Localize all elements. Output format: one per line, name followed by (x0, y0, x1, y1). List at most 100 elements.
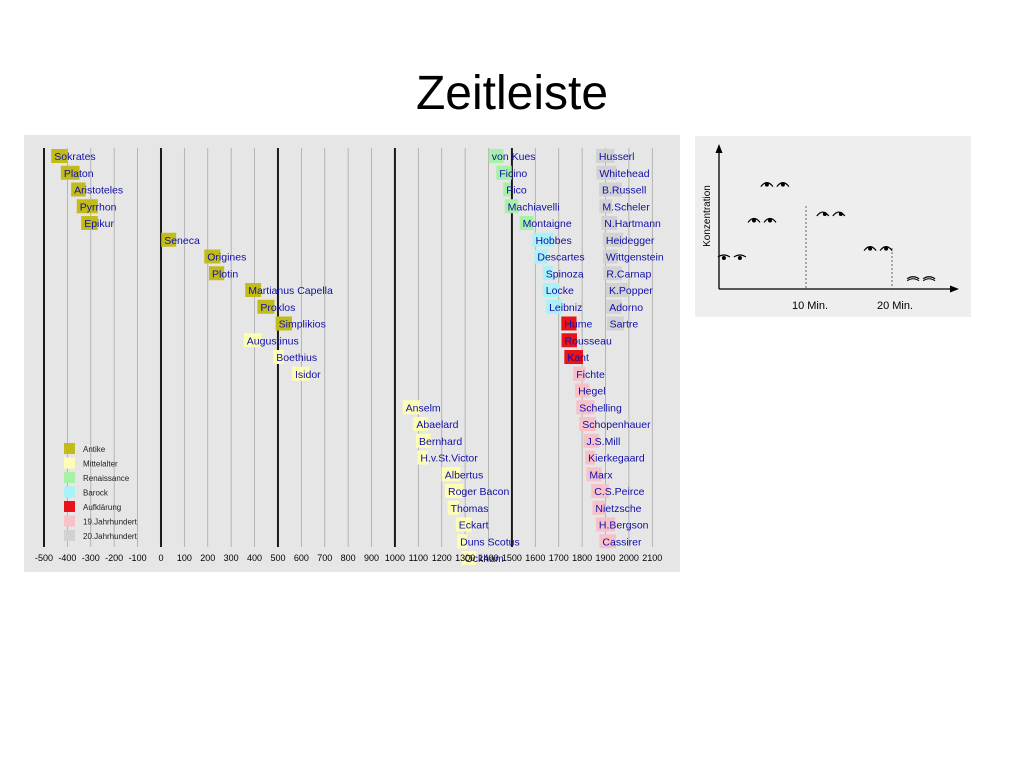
legend-swatch-jh20 (64, 530, 75, 541)
bar-origines (204, 249, 221, 264)
tick-label-2100: 2100 (642, 553, 662, 563)
legend-label-mittelalter: Mittelalter (83, 460, 118, 469)
tick-label--500: -500 (35, 553, 53, 563)
label-proklos: Proklos (260, 302, 295, 314)
legend-swatch-renaissance (64, 472, 75, 483)
bar-albertus (441, 467, 461, 482)
legend-label-renaissance: Renaissance (83, 474, 130, 483)
eye-outline (816, 211, 830, 217)
label-sartre: Sartre (610, 319, 639, 331)
bar-seneca (161, 232, 177, 247)
tick-label-1600: 1600 (525, 553, 545, 563)
bar-eckart (455, 517, 472, 532)
label-abaelard: Abaelard (416, 419, 458, 431)
bar-whitehead (596, 165, 617, 180)
bar-bernhard (416, 433, 431, 448)
legend-swatch-antike (64, 443, 75, 454)
bar-ficino (496, 165, 512, 180)
tick-label-900: 900 (364, 553, 379, 563)
bar-n-hartmann (601, 216, 618, 230)
y-axis-label: Konzentration (702, 185, 713, 247)
eye-marks (717, 182, 936, 282)
bar-m-scheler (599, 199, 613, 214)
label-b-russell: B.Russell (602, 185, 646, 197)
pupil (721, 256, 726, 260)
tick-label-400: 400 (247, 553, 262, 563)
pupil (780, 182, 785, 187)
bar-cassirer (599, 534, 617, 549)
sleepy-eyes-icon (717, 254, 747, 260)
slide-title: Zeitleiste (415, 67, 609, 120)
label-leibniz: Leibniz (549, 302, 582, 314)
eye-outline (717, 254, 731, 258)
label-nietzsche: Nietzsche (595, 503, 641, 515)
tick-label-1500: 1500 (502, 553, 522, 563)
bar-leibniz (546, 299, 563, 314)
label-isidor: Isidor (295, 369, 321, 381)
bar-augustinus (243, 333, 262, 348)
wide-open-eyes-icon (747, 217, 777, 223)
bar-schopenhauer (579, 417, 597, 431)
x-tick-label-20-min: 20 Min. (877, 300, 913, 312)
eye-outline (906, 276, 920, 280)
label-m-scheler: M.Scheler (602, 201, 650, 213)
bar-marx (586, 467, 602, 482)
label-descartes: Descartes (537, 252, 584, 264)
pupil (764, 182, 769, 187)
tick-label-1300: 1300 (455, 553, 475, 563)
side-glance-eyes-icon (816, 211, 846, 217)
x-axis-arrow-icon (950, 285, 959, 293)
eye-outline (733, 254, 747, 258)
pupil (822, 212, 827, 217)
bar-thomas (447, 500, 460, 515)
bar-martianus-capella (245, 283, 262, 297)
timeline-grid (43, 148, 653, 547)
label-eckart: Eckart (459, 520, 489, 532)
label-anselm: Anselm (406, 402, 441, 414)
bar-heidegger (602, 232, 624, 247)
bar-schelling (576, 400, 595, 415)
tick-label-1900: 1900 (595, 553, 615, 563)
bar-roger-bacon (445, 484, 464, 498)
label-ficino: Ficino (499, 168, 527, 180)
timeline-bars (51, 149, 628, 565)
label-plotin: Plotin (212, 268, 238, 280)
bar-plotin (208, 266, 225, 281)
label-seneca: Seneca (164, 235, 200, 247)
bar-descartes (534, 249, 548, 264)
bar-proklos (257, 299, 275, 314)
bar-hume (561, 316, 577, 331)
label-von-kues: von Kues (492, 151, 536, 163)
bar-husserl (595, 149, 615, 163)
legend-label-barock: Barock (83, 489, 109, 498)
tick-label--200: -200 (105, 553, 123, 563)
bar-pyrrhon (76, 199, 98, 214)
concentration-background (695, 136, 971, 317)
timeline-labels: Sokrates Platon Aristoteles Pyrrhon Epikur Se… (54, 151, 664, 565)
label-adorno: Adorno (609, 302, 643, 314)
bar-spinoza (542, 266, 554, 281)
label-n-hartmann: N.Hartmann (604, 218, 661, 230)
concentration-curve-chart: Konzentration 10 Min. 20 Min. (695, 136, 971, 317)
tick-label-1100: 1100 (409, 553, 428, 563)
pupil (868, 246, 873, 251)
label-kierkegaard: Kierkegaard (588, 453, 645, 465)
tick-label-200: 200 (200, 553, 215, 563)
label-ockham: Ockham (465, 553, 504, 565)
legend-swatch-mittelalter (64, 457, 75, 469)
eye-outline (832, 211, 846, 217)
bar-kant (564, 350, 584, 364)
pupil (838, 212, 843, 217)
pupil (752, 218, 756, 223)
bar-hobbes (532, 232, 554, 247)
bar-k-popper (605, 283, 628, 297)
label-duns-scotus: Duns Scotus (460, 536, 520, 548)
tick-label-300: 300 (224, 553, 239, 563)
eye-outline (922, 276, 936, 280)
label-cassirer: Cassirer (602, 536, 642, 548)
label-k-popper: K.Popper (609, 285, 653, 297)
label-whitehead: Whitehead (599, 168, 649, 180)
tick-label--100: -100 (129, 553, 147, 563)
label-hobbes: Hobbes (536, 235, 572, 247)
label-epikur: Epikur (84, 218, 114, 230)
